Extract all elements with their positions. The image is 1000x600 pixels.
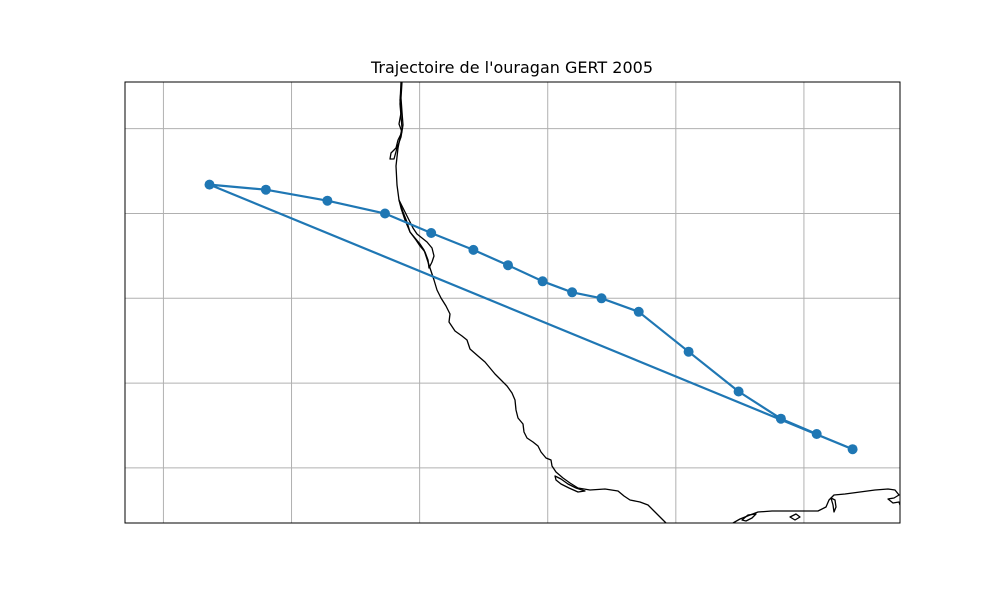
track-point (811, 429, 822, 439)
track-point (204, 179, 215, 190)
track-point (596, 293, 607, 304)
track-point (537, 276, 548, 287)
track-point (468, 244, 479, 255)
track-point (847, 444, 858, 455)
track-point (503, 260, 513, 271)
coastlines (389, 82, 900, 523)
track-point (567, 287, 578, 298)
terminos-coastline (732, 488, 900, 523)
map-frame (124, 81, 901, 524)
track-point (322, 195, 333, 206)
map-title: Trajectoire de l'ouragan GERT 2005 (370, 58, 653, 77)
track-point (683, 346, 694, 357)
inlet (830, 497, 837, 513)
track-point (380, 208, 390, 219)
mexico-gulf-coastline (389, 82, 404, 160)
hurricane-track (204, 179, 858, 455)
map-background (125, 82, 900, 523)
alvarado-lagoon (554, 475, 586, 493)
track-point (733, 386, 744, 397)
gridlines (125, 82, 900, 523)
track-point (633, 306, 644, 317)
map-area (125, 82, 900, 523)
track-point (426, 228, 437, 238)
small-lagoon (789, 513, 801, 521)
campeche-lagoon (741, 513, 757, 522)
track-point (775, 413, 786, 424)
track-line (208, 183, 854, 451)
laguna-madre-barrier (398, 199, 435, 269)
track-point (260, 184, 271, 195)
